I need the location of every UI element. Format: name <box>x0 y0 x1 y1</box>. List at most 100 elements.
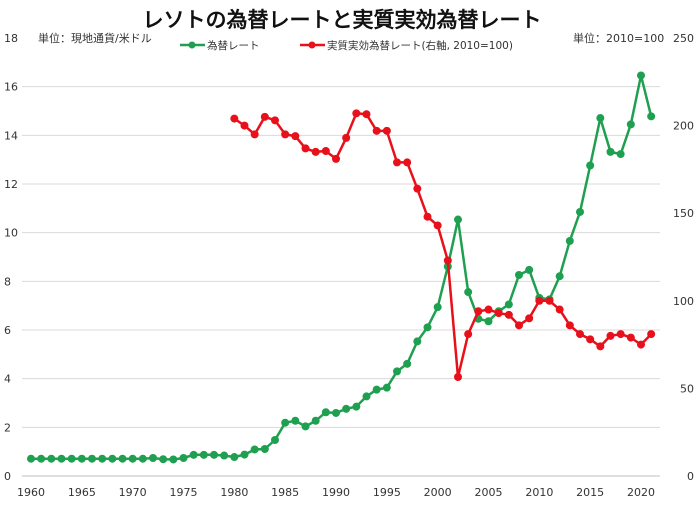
data-point-exchange-rate <box>626 120 635 129</box>
data-point-reer <box>332 154 340 163</box>
data-point-exchange-rate <box>321 408 330 417</box>
data-point-exchange-rate <box>199 450 208 459</box>
data-point-exchange-rate <box>47 454 56 463</box>
left-axis-tick-label: 6 <box>4 324 11 337</box>
gridlines <box>22 86 660 477</box>
data-point-exchange-rate <box>352 402 361 411</box>
data-point-exchange-rate <box>586 161 595 170</box>
data-point-reer <box>525 314 534 323</box>
data-point-exchange-rate <box>189 450 198 459</box>
data-point-reer <box>515 321 523 330</box>
data-point-exchange-rate <box>393 367 401 376</box>
x-axis-tick-label: 2015 <box>576 486 604 499</box>
data-point-exchange-rate <box>159 455 168 464</box>
data-point-reer <box>291 132 300 141</box>
data-point-exchange-rate <box>240 450 249 459</box>
data-point-reer <box>321 147 330 156</box>
legend-label-exchange-rate: 為替レート <box>207 39 260 52</box>
data-point-reer <box>413 184 422 193</box>
data-point-exchange-rate <box>576 207 584 216</box>
x-axis-tick-label: 1985 <box>271 486 299 499</box>
legend-item-exchange-rate: 為替レート <box>180 39 260 52</box>
data-point-exchange-rate <box>169 455 178 464</box>
data-point-exchange-rate <box>77 454 86 463</box>
x-axis-tick-label: 1970 <box>119 486 147 499</box>
data-point-exchange-rate <box>57 454 66 463</box>
data-point-exchange-rate <box>342 404 351 413</box>
data-point-exchange-rate <box>37 454 46 463</box>
data-point-reer <box>433 221 442 230</box>
right-unit-label: 単位：2010=100 <box>573 31 664 45</box>
data-point-exchange-rate <box>372 385 381 394</box>
x-axis-tick-label: 2005 <box>475 486 503 499</box>
data-point-exchange-rate <box>454 215 462 224</box>
data-point-exchange-rate <box>647 112 656 121</box>
data-point-exchange-rate <box>413 337 422 346</box>
data-point-exchange-rate <box>403 359 412 368</box>
data-point-reer <box>281 130 290 139</box>
left-axis-tick-label: 8 <box>4 275 11 288</box>
x-axis-tick-label: 1980 <box>220 486 248 499</box>
x-axis-tick-label: 2000 <box>424 486 452 499</box>
data-point-reer <box>494 309 503 318</box>
data-point-reer <box>535 296 544 305</box>
data-point-exchange-rate <box>179 453 188 462</box>
right-axis-tick-label: 50 <box>680 382 694 395</box>
data-point-reer <box>464 330 473 339</box>
data-point-reer <box>362 110 371 119</box>
x-axis-tick-label: 2020 <box>627 486 655 499</box>
left-axis-tick-label: 16 <box>4 81 18 94</box>
legend-marker-reer <box>308 41 316 49</box>
data-point-exchange-rate <box>433 303 442 312</box>
data-point-reer <box>352 109 361 118</box>
data-point-reer <box>606 331 615 340</box>
data-point-exchange-rate <box>484 317 493 326</box>
data-point-reer <box>616 330 625 339</box>
data-point-reer <box>504 310 513 319</box>
data-point-exchange-rate <box>301 422 310 431</box>
legend-label-reer: 実質実効為替レート(右軸, 2010=100) <box>327 39 513 52</box>
data-point-exchange-rate <box>515 271 523 280</box>
data-point-exchange-rate <box>138 454 147 463</box>
tick-labels: 0 2 4 6 8 10 12 14 16 18 0 50 100 150 200 250 1960 1965 19… <box>4 32 694 499</box>
data-point-reer <box>586 335 595 344</box>
right-axis-tick-label: 200 <box>673 120 694 133</box>
legend-marker-exchange-rate <box>188 41 196 49</box>
data-point-reer <box>342 133 351 142</box>
data-point-reer <box>403 158 412 167</box>
legend: 為替レート 実質実効為替レート(右軸, 2010=100) <box>180 39 513 52</box>
data-point-exchange-rate <box>260 444 269 453</box>
data-point-exchange-rate <box>230 453 239 462</box>
data-point-reer <box>443 256 452 265</box>
x-axis-tick-label: 1960 <box>17 486 45 499</box>
chart-title: レソトの為替レートと実質実効為替レート <box>143 8 542 32</box>
data-point-exchange-rate <box>210 450 218 459</box>
left-axis-tick-label: 18 <box>4 32 18 45</box>
data-point-reer <box>423 212 432 221</box>
x-axis-tick-label: 2010 <box>525 486 553 499</box>
x-axis-tick-label: 1965 <box>68 486 96 499</box>
data-point-exchange-rate <box>27 454 35 463</box>
data-point-exchange-rate <box>281 418 290 427</box>
data-point-exchange-rate <box>565 236 574 245</box>
data-point-exchange-rate <box>423 323 432 332</box>
left-axis-tick-label: 12 <box>4 178 18 191</box>
data-point-reer <box>260 112 269 121</box>
right-axis-tick-label: 100 <box>673 295 694 308</box>
left-axis-tick-label: 14 <box>4 129 18 142</box>
data-point-reer <box>230 114 239 123</box>
x-axis-tick-label: 1995 <box>373 486 401 499</box>
data-point-exchange-rate <box>88 454 96 463</box>
data-point-exchange-rate <box>525 265 534 274</box>
data-point-reer <box>626 333 635 342</box>
data-point-exchange-rate <box>291 416 300 425</box>
data-point-reer <box>596 342 605 351</box>
data-point-exchange-rate <box>616 150 625 159</box>
left-unit-label: 単位：現地通貨/米ドル <box>38 31 152 45</box>
data-point-exchange-rate <box>220 451 229 460</box>
data-point-exchange-rate <box>382 383 391 392</box>
data-point-exchange-rate <box>464 288 473 297</box>
data-point-exchange-rate <box>271 435 279 444</box>
data-point-exchange-rate <box>362 392 371 401</box>
